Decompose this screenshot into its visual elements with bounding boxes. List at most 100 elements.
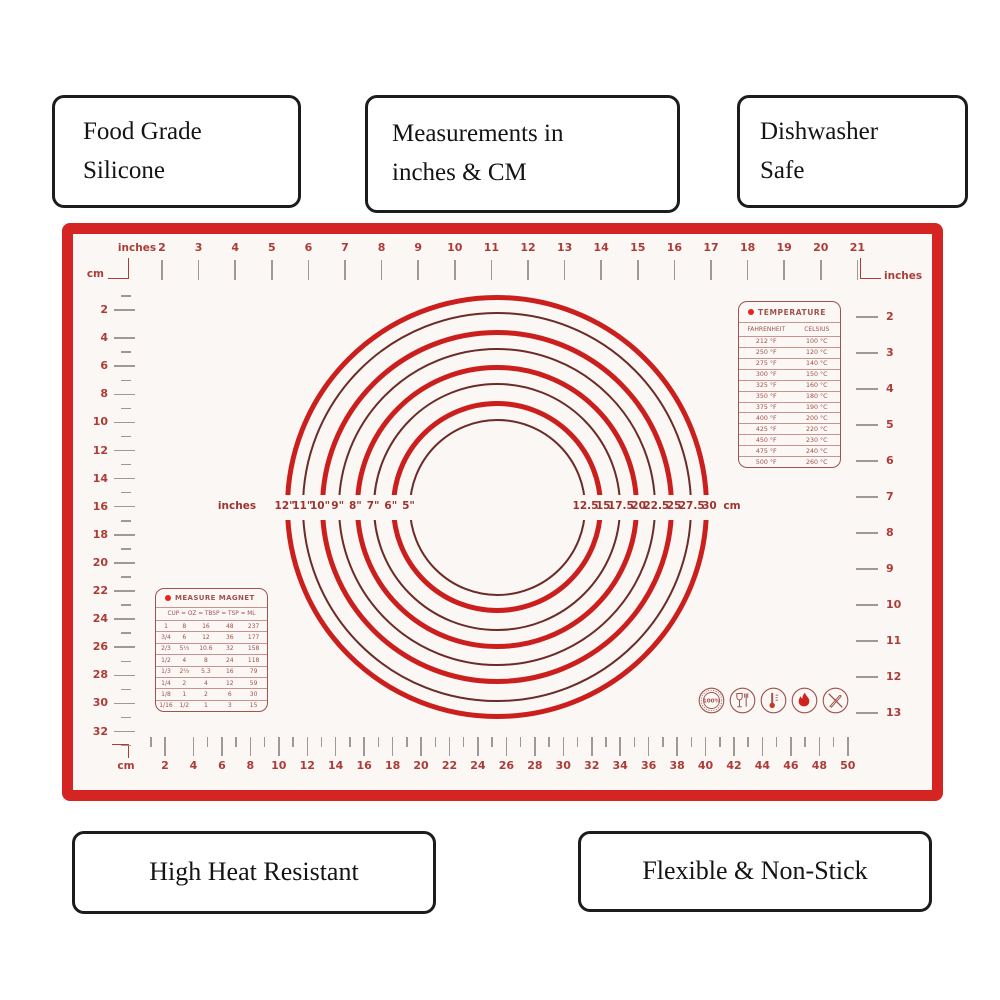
measure-row: 2/3 5⅓ 10.6 32 158 [156, 642, 267, 654]
top-ruler-tick [563, 260, 566, 280]
temperature-row: 400 °F 200 °C [739, 412, 840, 423]
bottom-ruler-tick [704, 737, 707, 756]
measure-value: 1/4 [161, 679, 171, 687]
measure-value: 10.6 [199, 645, 213, 653]
right-ruler-tick [856, 676, 878, 678]
circle-cm-label: 27.5 [678, 500, 705, 512]
bottom-ruler-number: 18 [384, 759, 401, 772]
left-ruler-minor-tick [121, 548, 131, 550]
left-ruler-number: 20 [92, 555, 108, 569]
measure-value: 6 [182, 634, 187, 642]
measure-value: 1/3 [161, 668, 171, 676]
callout-text: Dishwasher [760, 117, 879, 145]
top-ruler-number: 10 [447, 241, 463, 254]
left-ruler-minor-tick [121, 295, 131, 297]
right-ruler-tick [856, 352, 878, 354]
bottom-ruler-minor-tick [377, 737, 380, 747]
top-ruler-number: 5 [267, 241, 276, 254]
bottom-ruler-tick [391, 737, 394, 756]
left-ruler-number: 30 [92, 696, 108, 710]
circle-cm-label: 15 [595, 500, 611, 512]
top-ruler-tick [344, 260, 346, 280]
measure-value: 1 [204, 702, 208, 710]
bottom-ruler-minor-tick [804, 737, 806, 747]
callout-text: Silicone [83, 156, 165, 184]
bottom-ruler-minor-tick [406, 737, 408, 747]
circle-inches-unit-label: inches [217, 500, 257, 512]
bottom-ruler-number: 30 [555, 759, 571, 772]
left-ruler-tick [114, 365, 135, 367]
measure-table-rows: 1 8 16 48 237 3/4 6 12 36 177 2/3 5⅓ 10.6 32 158 1/2 4 8 2… [156, 620, 267, 711]
circle-cm-label: 30 [702, 500, 717, 512]
measure-value: 5.3 [201, 668, 211, 676]
top-ruler-tick [161, 260, 163, 280]
bottom-ruler-minor-tick [434, 737, 437, 747]
fahrenheit-value: 275 °F [755, 360, 777, 368]
right-ruler-number: 10 [886, 598, 902, 611]
left-ruler-number: 24 [92, 612, 108, 626]
measure-value: 1/8 [161, 690, 171, 698]
temperature-table-title-row: TEMPERATURE [739, 302, 840, 322]
top-ruler-tick [637, 260, 639, 280]
circle-inch-label: 5" [402, 500, 415, 512]
temperature-table-header: FAHRENHEIT CELSIUS [739, 322, 840, 336]
bottom-ruler-minor-tick [235, 737, 237, 747]
celsius-value: 100 °C [805, 338, 828, 346]
left-ruler-number: 12 [92, 443, 108, 457]
bottom-ruler-tick [477, 737, 479, 756]
right-ruler-number: 12 [886, 670, 902, 683]
corner-bracket-top-left [108, 258, 129, 279]
measure-table-header: CUP = OZ = TBSP = TSP = ML [156, 607, 267, 620]
top-ruler-number: 7 [341, 241, 349, 254]
bottom-ruler-minor-tick [462, 737, 465, 747]
measure-value: 8 [204, 656, 208, 664]
left-ruler-tick [114, 477, 135, 480]
measure-table-title-row: MEASURE MAGNET [156, 589, 267, 607]
measure-value: 1 [182, 690, 187, 698]
bottom-ruler-number: 28 [527, 759, 543, 772]
left-ruler-tick [114, 562, 135, 564]
callout-dishwasher-safe: Dishwasher Safe [737, 95, 968, 208]
bottom-ruler-number: 42 [726, 759, 742, 772]
top-ruler-tick [820, 260, 822, 280]
bottom-ruler-tick [818, 737, 821, 756]
left-ruler-minor-tick [121, 520, 131, 522]
measure-value: 1/2 [161, 656, 171, 664]
heat-resistant-flame-icon [791, 687, 818, 714]
measure-value: 12 [202, 634, 210, 642]
measure-table-header-text: CUP = OZ = TBSP = TSP = ML [167, 611, 256, 617]
measure-value: 30 [249, 690, 258, 698]
top-ruler-tick [307, 260, 310, 280]
top-ruler-tick [490, 260, 493, 280]
measure-value: 48 [225, 622, 234, 630]
top-ruler-number: 3 [194, 241, 203, 254]
bottom-ruler-minor-tick [747, 737, 749, 747]
right-ruler-number: 4 [886, 382, 894, 395]
top-ruler-number: 2 [158, 241, 166, 254]
left-ruler-minor-tick [121, 716, 131, 719]
top-ruler-unit-label: inches [117, 242, 157, 254]
fahrenheit-value: 425 °F [755, 425, 777, 433]
left-ruler-number: 18 [92, 527, 108, 541]
bottom-ruler-number: 48 [811, 759, 827, 772]
col-celsius: CELSIUS [804, 326, 830, 333]
measure-value: 4 [182, 656, 187, 664]
bottom-ruler-minor-tick [690, 737, 693, 747]
top-ruler-number: 20 [813, 241, 829, 254]
bottom-ruler-tick [733, 737, 735, 756]
right-ruler-tick [856, 424, 878, 426]
measure-value: 24 [225, 656, 234, 664]
top-ruler-number: 17 [703, 241, 719, 254]
top-ruler-tick [234, 260, 236, 280]
bottom-ruler-number: 16 [356, 759, 372, 772]
badge-100-percent-label: 100% [703, 699, 721, 705]
bottom-ruler-number: 50 [840, 759, 856, 772]
bottom-ruler-minor-tick [519, 737, 522, 747]
celsius-value: 190 °C [805, 403, 828, 411]
measure-value: 59 [249, 679, 258, 687]
callout-food-grade-silicone: Food Grade Silicone [52, 95, 301, 208]
right-ruler-tick [856, 568, 878, 570]
callout-text: Flexible & Non-Stick [642, 856, 868, 886]
circle-inch-label: 6" [384, 500, 398, 512]
